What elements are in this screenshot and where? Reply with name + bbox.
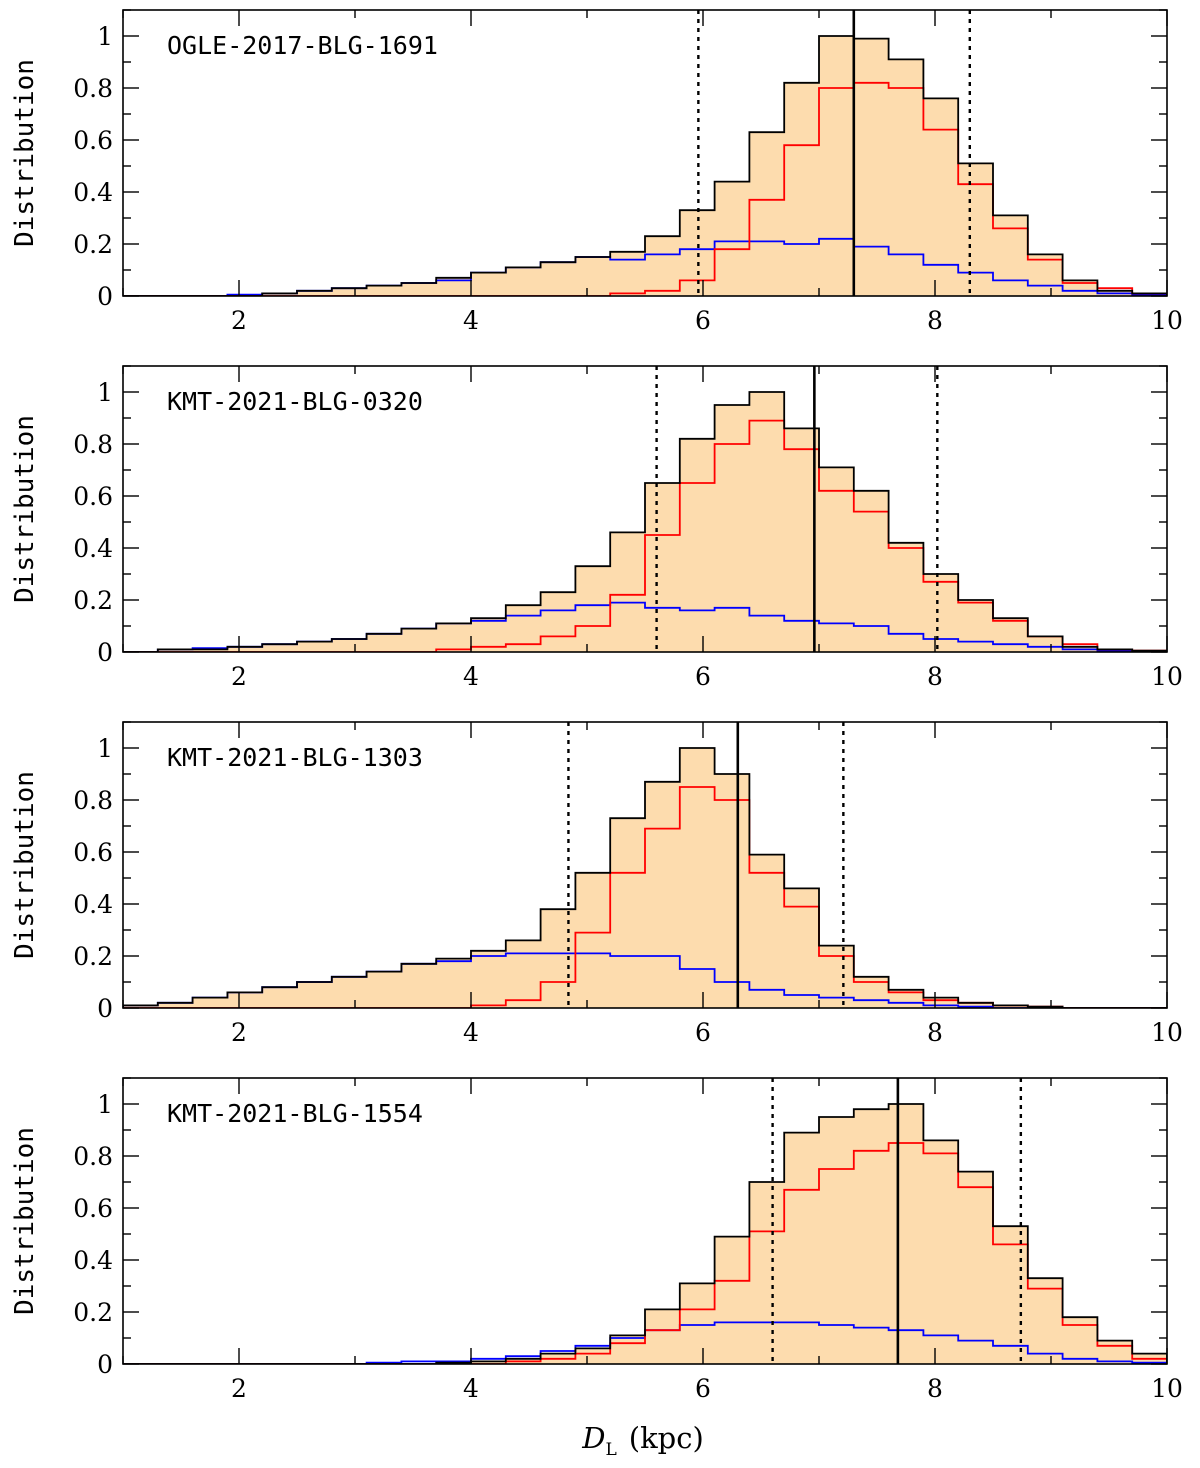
y-tick-label: 0.4: [73, 178, 113, 207]
x-tick-label: 6: [695, 1374, 711, 1403]
panel-2: 2 4 6 8 10 0 0.2 0.4 0.6 0.8 1 Distribution KMT-2021…: [10, 365, 1183, 691]
y-tick-label: 0: [97, 638, 113, 667]
panel-1: 2 4 6 8 10 0 0.2 0.4 0.6 0.8 1 Distribution OGLE-201…: [10, 9, 1183, 335]
total-histogram: [123, 35, 1167, 296]
x-tick-label: 2: [231, 1018, 247, 1047]
y-tick-label: 0.6: [73, 126, 113, 155]
blue-histogram: [123, 1321, 1167, 1364]
x-tick-label: 6: [695, 662, 711, 691]
x-tick-label: 4: [463, 306, 479, 335]
panel-frame: [122, 365, 1168, 653]
red-histogram: [123, 81, 1167, 296]
x-tick-label: 2: [231, 1374, 247, 1403]
panel-frame: [122, 9, 1168, 297]
x-tick-label: 2: [231, 662, 247, 691]
y-tick-label: 0.8: [73, 430, 113, 459]
y-tick-label: 0.8: [73, 74, 113, 103]
x-tick-label: 8: [927, 1374, 943, 1403]
x-axis-label: DL (kpc): [581, 1421, 704, 1460]
y-tick-label: 0.4: [73, 890, 113, 919]
panel-3: 2 4 6 8 10 0 0.2 0.4 0.6 0.8 1 Distribution KMT-2021…: [10, 721, 1183, 1047]
total-histogram: [123, 391, 1167, 652]
y-tick-label: 0: [97, 1350, 113, 1379]
y-tick-label: 0.8: [73, 786, 113, 815]
panel-4: 2 4 6 8 10 0 0.2 0.4 0.6 0.8 1 Distribution KMT-2021…: [10, 1077, 1183, 1403]
panel-label: KMT-2021-BLG-1554: [167, 1099, 423, 1128]
y-tick-label: 1: [97, 1090, 113, 1119]
plot-area: [123, 366, 1167, 652]
y-tick-label: 0.8: [73, 1142, 113, 1171]
panel-frame: [122, 721, 1168, 1009]
panel-label: KMT-2021-BLG-0320: [167, 387, 423, 416]
x-tick-label: 8: [927, 662, 943, 691]
panel-label: OGLE-2017-BLG-1691: [167, 31, 438, 60]
plot-area: [123, 722, 1167, 1008]
y-tick-label: 0.4: [73, 534, 113, 563]
y-tick-label: 1: [97, 22, 113, 51]
panel-label: KMT-2021-BLG-1303: [167, 743, 423, 772]
total-histogram: [123, 1103, 1167, 1364]
x-axis-unit: (kpc): [629, 1421, 704, 1455]
y-tick-label: 0.6: [73, 838, 113, 867]
histogram-fill: [123, 1104, 1167, 1364]
y-tick-label: 0.2: [73, 230, 113, 259]
y-axis-label: Distribution: [10, 59, 40, 247]
x-tick-label: 4: [463, 1018, 479, 1047]
x-axis-subscript: L: [605, 1440, 616, 1460]
x-tick-label: 10: [1151, 1018, 1183, 1047]
y-tick-label: 0.4: [73, 1246, 113, 1275]
panels: 2 4 6 8 1000.20.40.60.81DistributionOGLE-201…: [10, 9, 1183, 1403]
x-tick-label: 10: [1151, 1374, 1183, 1403]
x-tick-label: 2: [231, 306, 247, 335]
y-tick-label: 0.6: [73, 1194, 113, 1223]
x-tick-label: 8: [927, 1018, 943, 1047]
x-tick-label: 4: [463, 1374, 479, 1403]
plot-area: [123, 1078, 1167, 1364]
x-tick-label: 6: [695, 306, 711, 335]
x-tick-label: 6: [695, 1018, 711, 1047]
x-tick-label: 10: [1151, 306, 1183, 335]
y-tick-label: 0: [97, 282, 113, 311]
plot-area: [123, 10, 1167, 296]
y-tick-label: 1: [97, 378, 113, 407]
x-axis-symbol: D: [581, 1421, 605, 1455]
y-tick-label: 0.2: [73, 1298, 113, 1327]
y-tick-label: 0: [97, 994, 113, 1023]
y-tick-label: 0.6: [73, 482, 113, 511]
x-tick-label: 8: [927, 306, 943, 335]
histogram-fill: [123, 748, 1167, 1008]
y-axis-label: Distribution: [10, 1127, 40, 1315]
panel-frame: [122, 1077, 1168, 1365]
x-tick-label: 4: [463, 662, 479, 691]
x-tick-label: 10: [1151, 662, 1183, 691]
y-tick-label: 0.2: [73, 942, 113, 971]
total-histogram: [123, 747, 1167, 1008]
y-tick-label: 0.2: [73, 586, 113, 615]
histogram-fill: [123, 36, 1167, 296]
y-tick-label: 1: [97, 734, 113, 763]
y-axis-label: Distribution: [10, 415, 40, 603]
y-axis-label: Distribution: [10, 771, 40, 959]
